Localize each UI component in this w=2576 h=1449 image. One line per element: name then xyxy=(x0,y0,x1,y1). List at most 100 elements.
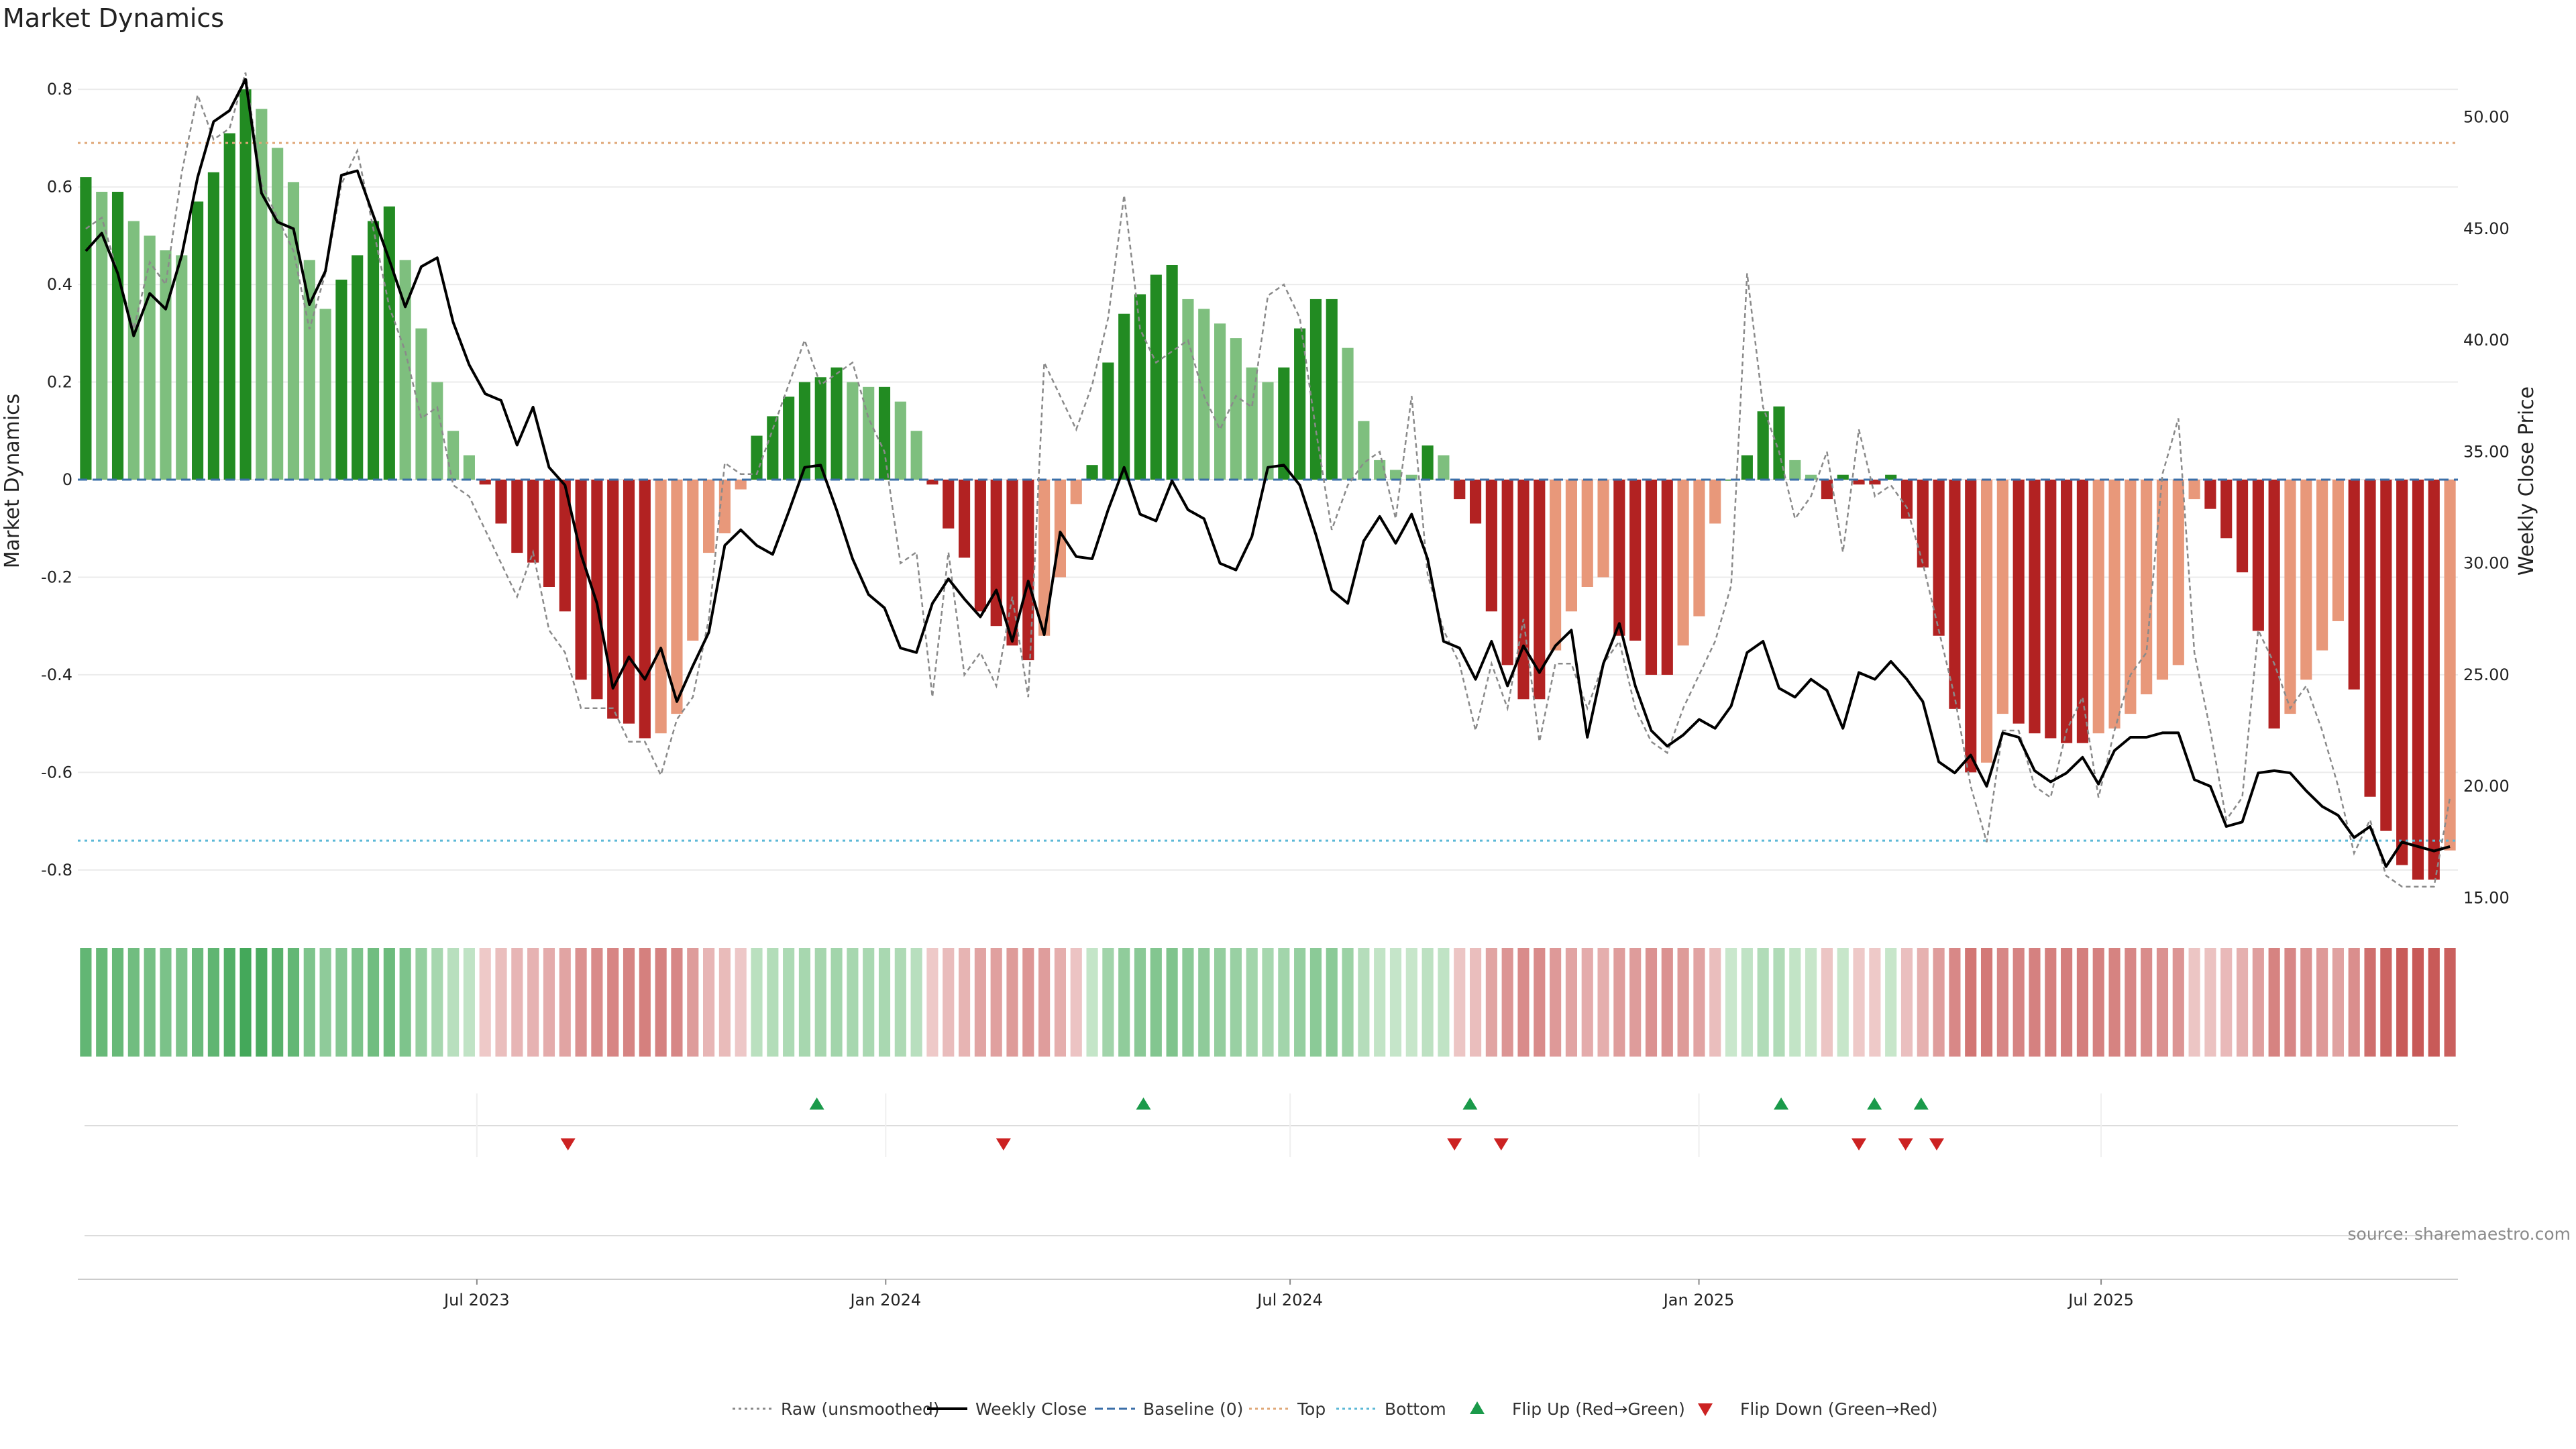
momentum-bar xyxy=(239,89,252,480)
heat-cell xyxy=(1805,948,1817,1057)
heat-cell xyxy=(1853,948,1865,1057)
flip-up-marker xyxy=(1462,1097,1478,1110)
heat-cell xyxy=(1246,948,1258,1057)
momentum-bar xyxy=(463,455,475,480)
weekly-close-series xyxy=(85,78,2451,868)
momentum-bar xyxy=(1038,480,1051,636)
heat-cell xyxy=(783,948,795,1057)
flip-down-marker xyxy=(560,1138,576,1150)
momentum-bar xyxy=(1150,274,1162,480)
heat-cell xyxy=(894,948,906,1057)
momentum-bar xyxy=(80,177,92,480)
heat-cell xyxy=(1182,948,1194,1057)
flip-down-marker xyxy=(1929,1138,1944,1150)
momentum-bar xyxy=(256,109,268,480)
momentum-bar xyxy=(783,396,795,480)
flip-down-marker xyxy=(1493,1138,1509,1150)
heat-cell xyxy=(495,948,507,1057)
momentum-bar xyxy=(1246,367,1258,480)
heat-cell xyxy=(1102,948,1114,1057)
y2-axis-title: Weekly Close Price xyxy=(2515,386,2538,576)
momentum-bar xyxy=(1709,480,1721,524)
momentum-bar xyxy=(2332,480,2344,621)
momentum-bar xyxy=(655,480,667,734)
momentum-bar xyxy=(2029,480,2041,734)
heat-cell xyxy=(352,948,364,1057)
momentum-bar xyxy=(2125,480,2137,714)
momentum-bar xyxy=(176,255,188,480)
momentum-bar xyxy=(415,328,427,480)
heat-cell xyxy=(223,948,235,1057)
x-tick-label-3: Jan 2025 xyxy=(1662,1291,1735,1309)
heat-cell xyxy=(655,948,667,1057)
momentum-bar xyxy=(2061,480,2073,743)
momentum-bar xyxy=(2141,480,2153,694)
reference-lines xyxy=(78,142,2458,842)
momentum-bar xyxy=(2444,480,2456,851)
heat-cell xyxy=(1917,948,1929,1057)
heat-cell xyxy=(847,948,859,1057)
heat-cell xyxy=(272,948,284,1057)
momentum-bar xyxy=(974,480,986,612)
momentum-bar xyxy=(1230,338,1242,480)
momentum-bar xyxy=(511,480,523,553)
heat-strip xyxy=(80,948,2456,1057)
momentum-bar xyxy=(943,480,955,529)
momentum-bar xyxy=(1900,480,1913,519)
heat-cell xyxy=(623,948,635,1057)
flip-up-marker xyxy=(1867,1097,1882,1110)
momentum-bar xyxy=(2045,480,2057,739)
momentum-bar xyxy=(575,480,587,680)
momentum-bar xyxy=(1326,299,1338,480)
heat-cell xyxy=(910,948,922,1057)
momentum-bars xyxy=(80,89,2456,880)
momentum-bar xyxy=(1454,480,1466,500)
heat-cell xyxy=(1709,948,1721,1057)
heat-cell xyxy=(127,948,140,1057)
momentum-bar xyxy=(192,201,204,480)
momentum-bar xyxy=(2428,480,2440,880)
y-tick-label-0: 0.8 xyxy=(47,80,72,99)
heat-cell xyxy=(2236,948,2249,1057)
momentum-bar xyxy=(607,480,619,719)
legend-item-0: Raw (unsmoothed) xyxy=(733,1399,940,1419)
heat-cell xyxy=(256,948,268,1057)
legend-item-5: Flip Up (Red→Green) xyxy=(1470,1399,1685,1419)
momentum-bar xyxy=(335,279,347,480)
heat-cell xyxy=(1550,948,1562,1057)
heat-cell xyxy=(1469,948,1482,1057)
chart-title: Market Dynamics xyxy=(3,3,224,33)
momentum-bar xyxy=(527,480,539,563)
heat-cell xyxy=(751,948,763,1057)
heat-cell xyxy=(926,948,938,1057)
heat-cell xyxy=(1980,948,1993,1057)
heat-cell xyxy=(176,948,188,1057)
heat-cell xyxy=(207,948,219,1057)
heat-cell xyxy=(1421,948,1434,1057)
momentum-bar xyxy=(2300,480,2312,680)
heat-cell xyxy=(2332,948,2344,1057)
heat-cell xyxy=(1134,948,1146,1057)
flip-down-marker xyxy=(1447,1138,1462,1150)
heat-cell xyxy=(463,948,475,1057)
raw-series xyxy=(85,72,2451,888)
momentum-bar xyxy=(2012,480,2025,724)
heat-cell xyxy=(1038,948,1051,1057)
momentum-bar xyxy=(830,367,843,480)
heat-cell xyxy=(767,948,779,1057)
heat-cell xyxy=(2316,948,2328,1057)
heat-cell xyxy=(2061,948,2073,1057)
source-note: source: sharemaestro.com xyxy=(2348,1224,2571,1244)
momentum-bar xyxy=(1885,474,1897,480)
momentum-bar xyxy=(1485,480,1497,612)
momentum-bar xyxy=(2172,480,2184,665)
momentum-bar xyxy=(1342,347,1354,480)
heat-cell xyxy=(1965,948,1977,1057)
momentum-bar xyxy=(160,250,172,480)
flip-down-marker xyxy=(1898,1138,1913,1150)
heat-cell xyxy=(1022,948,1034,1057)
momentum-bar xyxy=(2284,480,2296,714)
legend-item-3: Top xyxy=(1249,1399,1326,1419)
heat-cell xyxy=(303,948,315,1057)
heat-cell xyxy=(1198,948,1210,1057)
